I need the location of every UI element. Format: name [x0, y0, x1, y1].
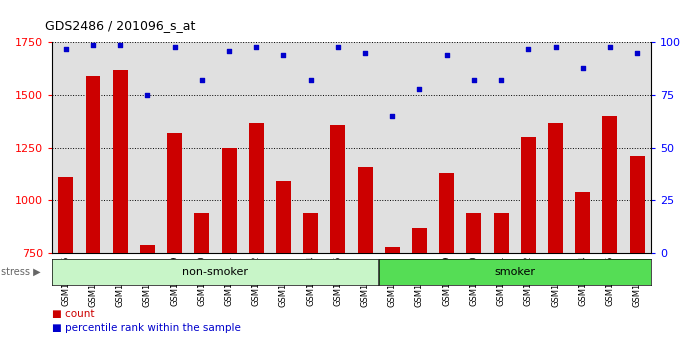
Point [169, 44, 180, 50]
Point [360, 50, 371, 56]
Bar [331, 125, 345, 253]
Bar [493, 213, 509, 253]
Point [387, 113, 398, 119]
Bar [576, 192, 590, 253]
Bar [521, 137, 536, 253]
Bar [276, 182, 291, 253]
Bar [113, 70, 127, 253]
Text: non-smoker: non-smoker [182, 267, 248, 277]
Text: smoker: smoker [495, 267, 536, 277]
Bar [466, 213, 482, 253]
Bar [358, 167, 372, 253]
Bar [167, 133, 182, 253]
Point [523, 46, 534, 52]
Text: stress ▶: stress ▶ [1, 267, 40, 277]
Point [305, 78, 316, 83]
Point [278, 52, 289, 58]
Point [604, 44, 615, 50]
Bar [86, 76, 100, 253]
Bar [303, 213, 318, 253]
Bar [385, 247, 400, 253]
Point [496, 78, 507, 83]
Text: ■ count: ■ count [52, 309, 95, 319]
Text: ■ percentile rank within the sample: ■ percentile rank within the sample [52, 323, 241, 333]
Bar [58, 177, 73, 253]
Point [631, 50, 642, 56]
Point [332, 44, 343, 50]
Point [223, 48, 235, 54]
Text: GDS2486 / 201096_s_at: GDS2486 / 201096_s_at [45, 19, 196, 32]
Bar [194, 213, 209, 253]
Bar [439, 173, 454, 253]
Point [468, 78, 480, 83]
Bar [221, 148, 237, 253]
Point [196, 78, 207, 83]
Bar [412, 228, 427, 253]
Bar [140, 245, 155, 253]
Point [550, 44, 561, 50]
Point [251, 44, 262, 50]
Point [115, 42, 126, 47]
Bar [630, 156, 644, 253]
Point [88, 42, 99, 47]
Point [577, 65, 588, 70]
Point [142, 92, 153, 98]
Bar [548, 122, 563, 253]
Point [414, 86, 425, 92]
Bar [603, 116, 617, 253]
Point [61, 46, 72, 52]
Point [441, 52, 452, 58]
Bar [248, 122, 264, 253]
